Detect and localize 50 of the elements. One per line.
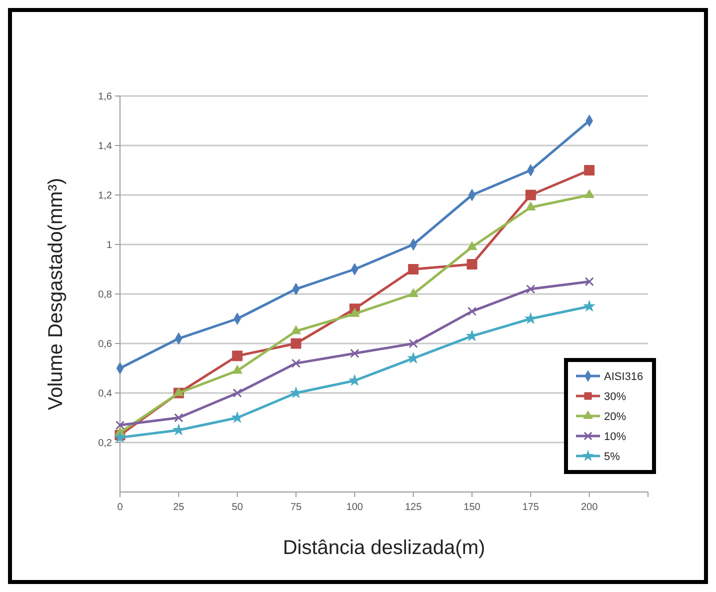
point — [290, 325, 302, 334]
point — [526, 284, 536, 294]
point — [408, 338, 418, 348]
x-tick-label: 0 — [117, 502, 124, 513]
point — [408, 288, 418, 298]
point — [290, 338, 302, 349]
y-tick-label: 0,4 — [98, 388, 112, 400]
y-axis-title: Volume Desgastado(mm³) — [45, 178, 67, 410]
y-tick-label: 0,8 — [98, 290, 112, 300]
point — [350, 308, 360, 317]
x-tick-label: 50 — [232, 502, 244, 513]
point — [231, 412, 244, 423]
x-tick-label: 125 — [404, 502, 422, 513]
y-tick-label: 0,6 — [98, 339, 112, 350]
y-tick-label: 1 — [106, 240, 112, 251]
y-tick-label: 1,2 — [98, 190, 112, 202]
point — [583, 300, 596, 312]
y-tick-label: 0,2 — [98, 438, 112, 449]
point — [290, 386, 302, 398]
legend-label: 30% — [604, 390, 626, 403]
legend-label: 10% — [604, 430, 626, 443]
point — [350, 348, 360, 358]
point — [584, 277, 594, 286]
x-tick-label: 200 — [580, 502, 598, 513]
x-axis-title: Distância deslizada(m) — [282, 537, 486, 559]
point — [466, 241, 478, 250]
x-tick-label: 25 — [173, 502, 185, 513]
point — [525, 190, 536, 200]
point — [466, 259, 478, 270]
y-tick-label: 1,6 — [98, 92, 112, 102]
point — [232, 350, 243, 362]
legend-label: AISI316 — [604, 370, 644, 383]
point — [232, 364, 242, 374]
x-tick-label: 75 — [290, 502, 302, 513]
point — [467, 306, 477, 316]
point — [584, 165, 595, 176]
point — [526, 202, 536, 210]
x-tick-label: 150 — [464, 502, 481, 513]
legend-label: 5% — [604, 450, 620, 463]
x-tick-label: 175 — [522, 502, 540, 513]
point — [584, 189, 594, 198]
point — [291, 358, 301, 368]
point — [174, 413, 184, 422]
legend-label: 20% — [604, 410, 626, 423]
point — [115, 420, 125, 430]
point — [232, 388, 242, 398]
point — [408, 264, 419, 274]
y-tick-label: 1,4 — [98, 141, 112, 152]
x-tick-label: 100 — [346, 502, 364, 513]
point — [114, 431, 126, 443]
